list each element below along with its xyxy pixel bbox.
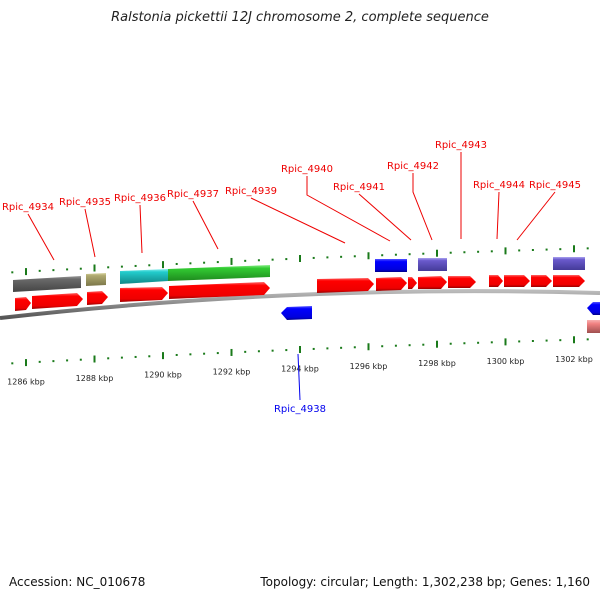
cds-arrow-rpic-4937[interactable] bbox=[169, 282, 270, 299]
gene-label-text[interactable]: Rpic_4945 bbox=[529, 180, 581, 191]
gene-feature-pink[interactable] bbox=[587, 320, 600, 333]
scale-labels: 1286 kbp 1288 kbp 1290 kbp 1292 kbp 1294 kbp… bbox=[7, 355, 593, 387]
leader-line bbox=[297, 353, 301, 401]
cds-arrow-rpic-4934a[interactable] bbox=[15, 297, 31, 311]
scale-tick-label: 1302 kbp bbox=[555, 355, 593, 364]
accession-label: Accession: NC_010678 bbox=[9, 575, 146, 589]
leader-line bbox=[358, 193, 412, 241]
cds-arrow-rpic-4944a[interactable] bbox=[489, 275, 503, 287]
gene-label-rpic-4942[interactable]: Rpic_4942 bbox=[387, 161, 439, 241]
gene-label-text[interactable]: Rpic_4944 bbox=[473, 180, 525, 191]
gene-label-text[interactable]: Rpic_4936 bbox=[114, 193, 166, 204]
gene-label-rpic-4945[interactable]: Rpic_4945 bbox=[516, 180, 581, 241]
leader-line bbox=[139, 204, 143, 254]
cds-arrow-rpic-4934[interactable] bbox=[32, 293, 83, 309]
cds-arrow-rpic-4940[interactable] bbox=[376, 277, 407, 291]
cds-arrow-rpic-4941[interactable] bbox=[408, 277, 417, 289]
outer-tick-marks bbox=[11, 245, 589, 276]
gene-label-text[interactable]: Rpic_4939 bbox=[225, 186, 277, 197]
cds-arrow-rpic-4943[interactable] bbox=[448, 276, 476, 288]
gene-feature-rpic-4942[interactable] bbox=[418, 258, 447, 271]
gene-label-rpic-4935[interactable]: Rpic_4935 bbox=[59, 197, 111, 258]
gene-feature-rpic-4935[interactable] bbox=[86, 273, 106, 286]
cds-arrow-rpic-4935[interactable] bbox=[87, 291, 108, 305]
scale-tick-label: 1286 kbp bbox=[7, 378, 45, 387]
leader-line bbox=[27, 213, 55, 261]
backbone-arc bbox=[0, 289, 600, 320]
gene-label-rpic-4940[interactable]: Rpic_4940 bbox=[281, 164, 391, 242]
gene-label-text[interactable]: Rpic_4942 bbox=[387, 161, 439, 172]
cds-arrow-reverse-edge[interactable] bbox=[587, 302, 600, 315]
feature-track bbox=[13, 257, 600, 333]
gene-label-text[interactable]: Rpic_4938 bbox=[274, 404, 326, 415]
cds-arrow-rpic-4938[interactable] bbox=[281, 306, 312, 320]
scale-tick-label: 1294 kbp bbox=[281, 365, 319, 374]
gene-label-text[interactable]: Rpic_4934 bbox=[2, 202, 54, 213]
gene-label-rpic-4944[interactable]: Rpic_4944 bbox=[473, 180, 525, 240]
leader-line bbox=[84, 208, 96, 258]
gene-feature-rpic-4940[interactable] bbox=[375, 259, 407, 272]
gene-label-text[interactable]: Rpic_4943 bbox=[435, 140, 487, 151]
cds-arrow-rpic-4942[interactable] bbox=[418, 276, 447, 289]
reverse-cds-track bbox=[281, 302, 600, 320]
leader-line bbox=[250, 197, 346, 244]
leader-line bbox=[192, 200, 219, 250]
gene-feature-rpic-4937[interactable] bbox=[168, 265, 270, 281]
scale-tick-label: 1298 kbp bbox=[418, 359, 456, 368]
leader-line bbox=[516, 191, 556, 241]
scale-tick-label: 1300 kbp bbox=[487, 357, 525, 366]
gene-label-rpic-4934[interactable]: Rpic_4934 bbox=[2, 202, 55, 261]
cds-arrow-rpic-4944b[interactable] bbox=[531, 275, 552, 287]
gene-feature-rpic-4936[interactable] bbox=[120, 269, 168, 284]
leader-line bbox=[412, 173, 433, 241]
gene-feature-rpic-4934[interactable] bbox=[13, 276, 81, 292]
inner-tick-marks bbox=[11, 336, 589, 367]
cds-arrow-rpic-4945[interactable] bbox=[553, 275, 585, 287]
forward-cds-track bbox=[15, 275, 585, 311]
scale-tick-label: 1292 kbp bbox=[213, 367, 251, 376]
gene-feature-rpic-4945[interactable] bbox=[553, 257, 585, 270]
leader-line bbox=[496, 191, 500, 240]
gene-label-rpic-4936[interactable]: Rpic_4936 bbox=[114, 193, 166, 254]
gene-label-rpic-4937[interactable]: Rpic_4937 bbox=[167, 189, 219, 250]
gene-label-text[interactable]: Rpic_4941 bbox=[333, 182, 385, 193]
scale-tick-label: 1290 kbp bbox=[144, 371, 182, 380]
gene-labels: Rpic_4934 Rpic_4935 Rpic_4936 Rpic_4937 Rpic… bbox=[2, 140, 581, 415]
gene-label-rpic-4941[interactable]: Rpic_4941 bbox=[333, 182, 412, 241]
gene-label-rpic-4943[interactable]: Rpic_4943 bbox=[435, 140, 487, 239]
gene-label-text[interactable]: Rpic_4935 bbox=[59, 197, 111, 208]
cds-arrow-rpic-4936[interactable] bbox=[120, 287, 168, 302]
gene-label-text[interactable]: Rpic_4940 bbox=[281, 164, 333, 175]
scale-tick-label: 1288 kbp bbox=[76, 374, 114, 383]
leader-line bbox=[306, 176, 391, 242]
cds-arrow-rpic-4939[interactable] bbox=[317, 278, 374, 293]
gene-label-text[interactable]: Rpic_4937 bbox=[167, 189, 219, 200]
cds-arrow-rpic-4944[interactable] bbox=[504, 275, 530, 287]
gene-label-rpic-4939[interactable]: Rpic_4939 bbox=[225, 186, 346, 244]
map-title: Ralstonia pickettii 12J chromosome 2, co… bbox=[111, 10, 489, 25]
topology-summary: Topology: circular; Length: 1,302,238 bp… bbox=[260, 575, 590, 589]
scale-tick-label: 1296 kbp bbox=[350, 362, 388, 371]
gene-label-rpic-4938[interactable]: Rpic_4938 bbox=[274, 353, 326, 415]
